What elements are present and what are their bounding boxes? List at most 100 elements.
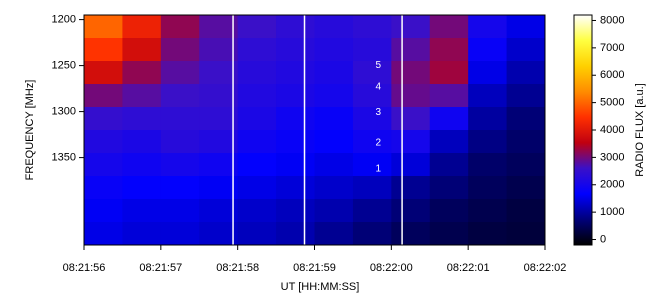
heatmap-cell xyxy=(160,222,200,246)
heatmap-cell xyxy=(506,222,546,246)
heatmap-cell xyxy=(276,107,315,131)
heatmap-cell xyxy=(429,15,469,39)
y-tick-label: 1200 xyxy=(52,14,76,26)
heatmap-cell xyxy=(276,222,315,246)
heatmap-cell xyxy=(84,84,123,108)
heatmap-cell xyxy=(506,176,546,200)
heatmap-cell xyxy=(468,38,508,62)
heatmap-cell xyxy=(352,84,392,108)
heatmap-cell xyxy=(199,176,239,200)
annotation: 2 xyxy=(375,138,381,149)
colorbar-tick-label: 4000 xyxy=(600,124,624,136)
x-tick-label: 08:22:00 xyxy=(370,262,413,274)
heatmap-cell xyxy=(506,84,546,108)
heatmap-cell xyxy=(314,176,354,200)
heatmap-cell xyxy=(199,38,239,62)
heatmap-cell xyxy=(237,199,277,223)
heatmap-cell xyxy=(122,222,162,246)
heatmap-cell xyxy=(391,153,431,177)
heatmap-cell xyxy=(429,199,469,223)
annotation: 3 xyxy=(375,107,381,118)
heatmap-cell xyxy=(276,61,315,85)
heatmap-cell xyxy=(429,130,469,154)
x-tick-label: 08:21:57 xyxy=(139,262,182,274)
y-tick-label: 1350 xyxy=(52,152,76,164)
colorbar-tick-label: 1000 xyxy=(600,206,624,218)
heatmap-cell xyxy=(276,84,315,108)
heatmap-cell xyxy=(84,153,123,177)
heatmap-cell xyxy=(84,199,123,223)
colorbar-tick-label: 2000 xyxy=(600,179,624,191)
colorbar-tick-label: 6000 xyxy=(600,69,624,81)
heatmap-cell xyxy=(391,107,431,131)
heatmap-cell xyxy=(160,107,200,131)
colorbar-tick-label: 5000 xyxy=(600,97,624,109)
heatmap-cell xyxy=(468,107,508,131)
heatmap-cell xyxy=(84,61,123,85)
heatmap-cell xyxy=(160,61,200,85)
heatmap-cell xyxy=(352,199,392,223)
heatmap-cell xyxy=(429,84,469,108)
annotation: 5 xyxy=(375,60,381,71)
heatmap-cell xyxy=(237,15,277,39)
heatmap-cell xyxy=(314,61,354,85)
y-axis-title: FREQUENCY [MHz] xyxy=(24,80,36,181)
colorbar-tick-label: 7000 xyxy=(600,42,624,54)
heatmap-cell xyxy=(199,199,239,223)
heatmap-cell xyxy=(468,84,508,108)
heatmap-cell xyxy=(122,84,162,108)
annotation: 4 xyxy=(375,81,381,92)
colorbar-title: RADIO FLUX [a.u.] xyxy=(634,83,646,177)
colorbar xyxy=(573,14,593,246)
heatmap-cell xyxy=(391,61,431,85)
y-tick-label: 1300 xyxy=(52,106,76,118)
heatmap-cell xyxy=(429,176,469,200)
heatmap-cell xyxy=(84,107,123,131)
heatmap-cell xyxy=(237,176,277,200)
heatmap-cell xyxy=(352,176,392,200)
heatmap-cell xyxy=(429,107,469,131)
heatmap-cell xyxy=(314,153,354,177)
heatmap-cell xyxy=(352,15,392,39)
heatmap-cell xyxy=(391,222,431,246)
heatmap-cell xyxy=(122,38,162,62)
heatmap-cell xyxy=(237,61,277,85)
heatmap-cell xyxy=(506,15,546,39)
heatmap-cell xyxy=(160,199,200,223)
heatmap-cell xyxy=(391,38,431,62)
x-tick-label: 08:21:56 xyxy=(63,262,106,274)
heatmap-cell xyxy=(391,130,431,154)
heatmap-cell xyxy=(314,130,354,154)
heatmap-cell xyxy=(199,130,239,154)
heatmap-cell xyxy=(199,107,239,131)
heatmap-cell xyxy=(352,107,392,131)
heatmap-cell xyxy=(276,176,315,200)
heatmap-cell xyxy=(122,176,162,200)
heatmap-cell xyxy=(122,15,162,39)
heatmap-cell xyxy=(276,15,315,39)
x-tick-label: 08:22:02 xyxy=(524,262,567,274)
heatmap-cell xyxy=(429,61,469,85)
heatmap-cell xyxy=(276,153,315,177)
heatmap-cell xyxy=(506,130,546,154)
heatmap-cell xyxy=(352,38,392,62)
heatmap-cell xyxy=(199,222,239,246)
heatmap-cell xyxy=(352,130,392,154)
x-tick-label: 08:21:58 xyxy=(216,262,259,274)
heatmap-cell xyxy=(429,38,469,62)
heatmap-cell xyxy=(237,222,277,246)
heatmap-cell xyxy=(122,107,162,131)
heatmap-cell xyxy=(199,153,239,177)
heatmap-cell xyxy=(160,84,200,108)
heatmap-cell xyxy=(314,222,354,246)
heatmap-cell xyxy=(237,84,277,108)
heatmap-cell xyxy=(468,61,508,85)
colorbar-tick-label: 0 xyxy=(600,233,606,245)
heatmap-cell xyxy=(84,38,123,62)
heatmap-cell xyxy=(429,222,469,246)
heatmap-cell xyxy=(314,199,354,223)
heatmap-cell xyxy=(314,84,354,108)
x-axis-title: UT [HH:MM:SS] xyxy=(281,281,360,293)
heatmap-cell xyxy=(160,153,200,177)
